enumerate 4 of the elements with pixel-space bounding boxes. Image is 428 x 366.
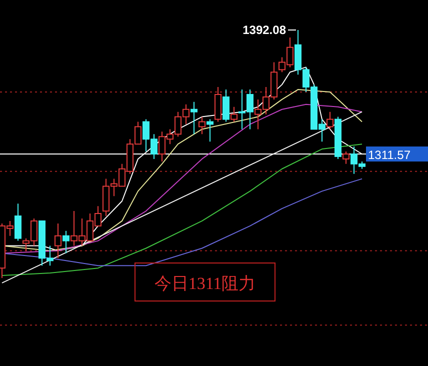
annotation: 今日1311阻力 bbox=[154, 274, 256, 293]
annotation: 1392.08 bbox=[242, 23, 286, 37]
ref-label: 1311.57 bbox=[366, 146, 428, 162]
note: 今日1311阻力 bbox=[134, 262, 276, 302]
